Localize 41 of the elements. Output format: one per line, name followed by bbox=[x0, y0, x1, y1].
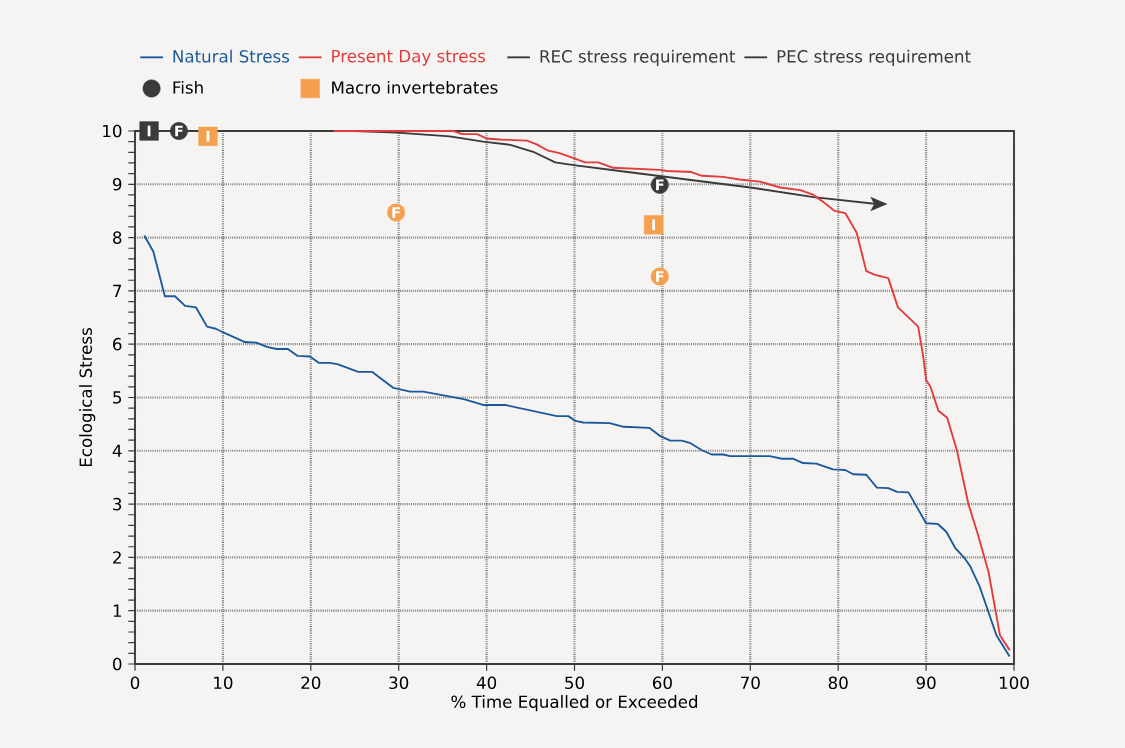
annotation: I bbox=[652, 219, 655, 231]
legend-label: PEC stress requirement bbox=[777, 49, 971, 66]
y-tick-label: 3 bbox=[113, 497, 122, 511]
y-tick-label: 6 bbox=[113, 337, 122, 351]
line-series bbox=[332, 130, 1011, 652]
legend-label: Macro invertebrates bbox=[332, 80, 498, 94]
x-tick-label: 40 bbox=[476, 676, 497, 690]
legend-label: Fish bbox=[173, 80, 203, 94]
x-tick-label: 100 bbox=[999, 676, 1029, 690]
x-axis-title: % Time Equalled or Exceeded bbox=[451, 695, 698, 712]
y-tick-label: 1 bbox=[113, 604, 121, 617]
y-tick-label: 0 bbox=[113, 657, 122, 671]
x-tick-label: 0 bbox=[130, 676, 140, 690]
point bbox=[644, 215, 664, 235]
x-tick-label: 90 bbox=[916, 676, 936, 690]
y-tick-label: 10 bbox=[103, 124, 122, 138]
point bbox=[870, 196, 888, 212]
y-tick-label: 9 bbox=[112, 177, 122, 191]
y-tick-label: 5 bbox=[113, 391, 122, 404]
legend-label: Present Day stress bbox=[332, 50, 486, 66]
x-tick-label: 70 bbox=[741, 676, 760, 690]
x-tick-label: 80 bbox=[828, 676, 848, 690]
annotation: F bbox=[656, 179, 664, 191]
y-axis-title: Ecological Stress bbox=[79, 328, 96, 467]
y-tick-label: 4 bbox=[112, 444, 122, 457]
line-series bbox=[143, 234, 1011, 658]
legend-label: Natural Stress bbox=[173, 49, 290, 63]
annotation: F bbox=[656, 271, 664, 282]
annotation: F bbox=[392, 207, 400, 218]
x-tick-label: 30 bbox=[389, 676, 409, 690]
x-tick-label: 50 bbox=[565, 676, 584, 690]
legend-label: REC stress requirement bbox=[540, 49, 736, 66]
y-tick-label: 8 bbox=[113, 231, 122, 244]
y-tick-label: 7 bbox=[113, 284, 122, 297]
x-tick-label: 20 bbox=[301, 676, 321, 690]
x-tick-label: 60 bbox=[652, 676, 672, 690]
annotation: I bbox=[206, 130, 210, 142]
annotation: F bbox=[175, 125, 183, 137]
annotation: I bbox=[147, 125, 151, 137]
x-tick-label: 10 bbox=[214, 676, 233, 690]
y-tick-label: 2 bbox=[113, 551, 121, 564]
